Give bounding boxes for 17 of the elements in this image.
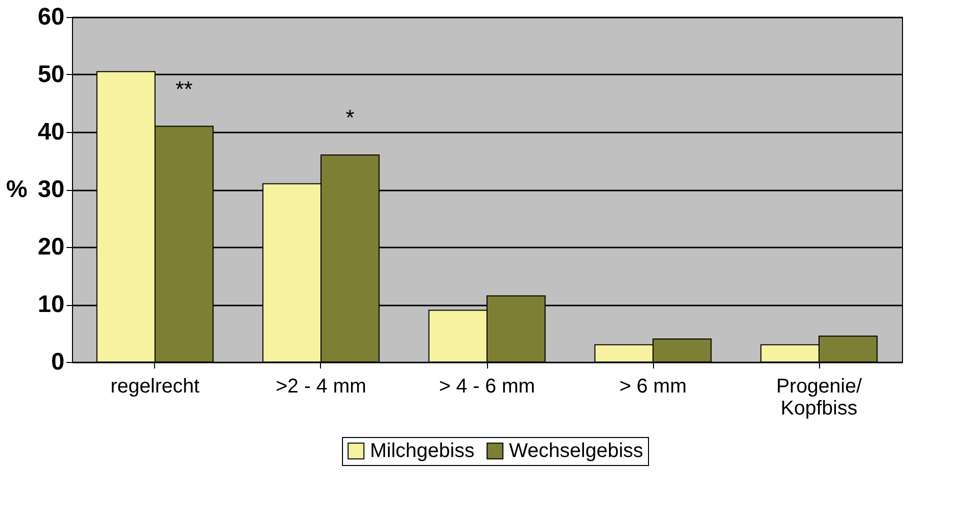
legend-label: Milchgebiss [370, 440, 474, 462]
y-tick-label: 0 [51, 348, 64, 376]
annotation: * [346, 105, 355, 130]
y-tick-label: 10 [38, 291, 64, 318]
x-tick-label: >2 - 4 mm [276, 376, 366, 398]
annotation: ** [175, 76, 194, 102]
x-tick-label: > 6 mm [619, 376, 687, 398]
y-tick-label: 50 [38, 61, 64, 88]
x-tick-label: regelrecht [110, 376, 200, 398]
x-tick-label: Progenie/ Kopfbiss [776, 376, 862, 420]
y-tick-label: 60 [38, 4, 64, 30]
x-tick-label: > 4 - 6 mm [438, 376, 536, 398]
y-axis-title: % [6, 176, 28, 203]
y-tick-label: 40 [38, 118, 64, 146]
y-tick-label: 30 [38, 176, 64, 203]
y-tick-label: 20 [38, 234, 64, 260]
legend-label: Wechselgebiss [509, 440, 644, 462]
